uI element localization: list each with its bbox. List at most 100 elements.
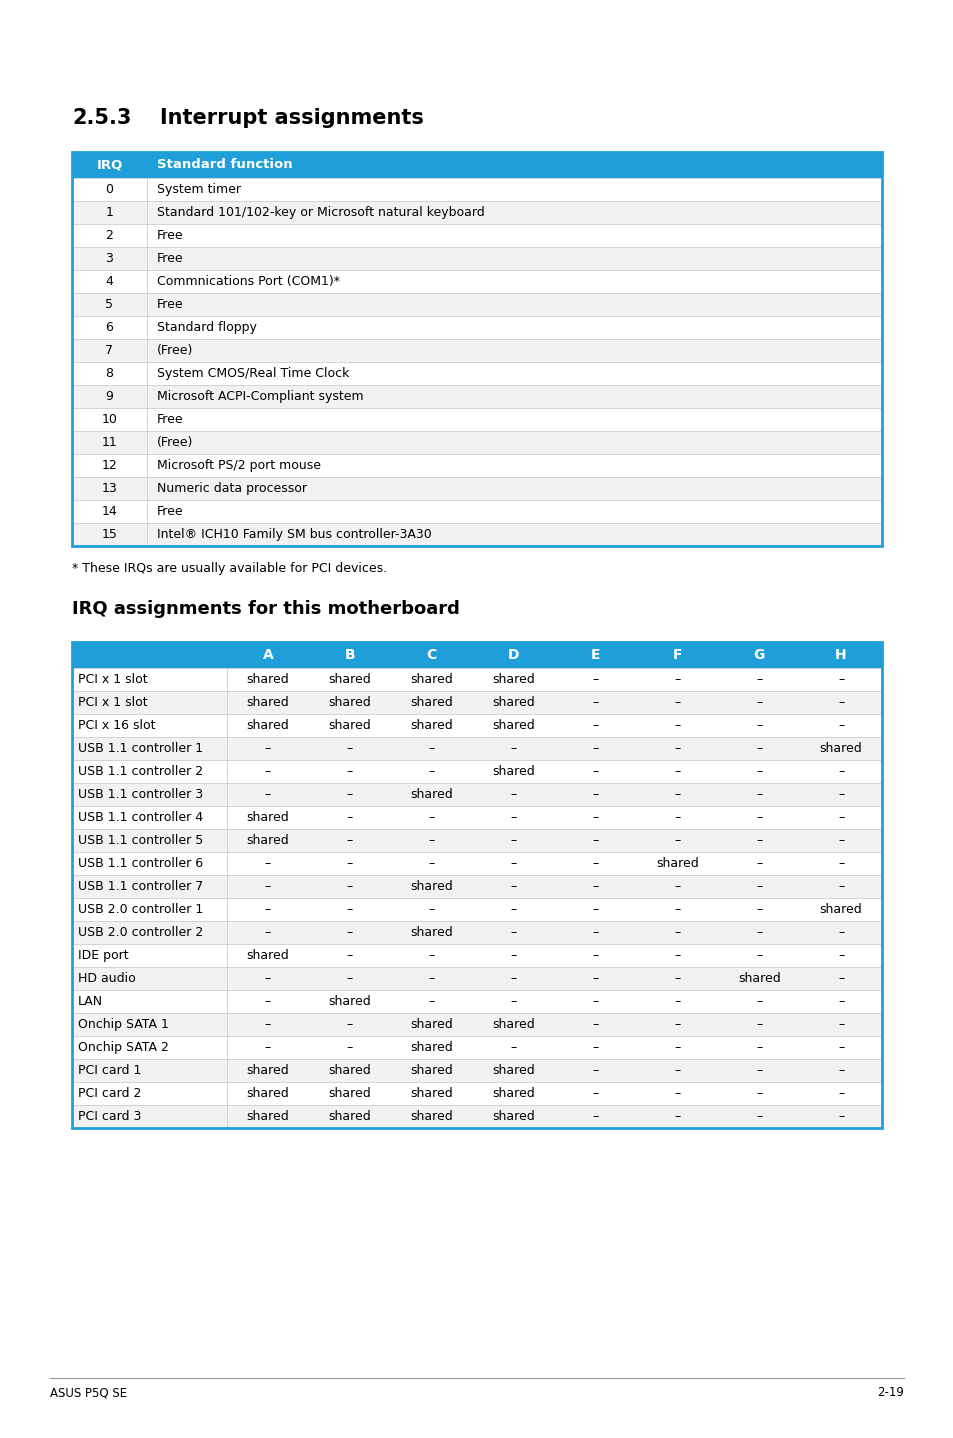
Text: H: H <box>835 649 846 661</box>
Text: shared: shared <box>328 696 371 709</box>
Text: –: – <box>756 1041 761 1054</box>
Text: 11: 11 <box>102 436 117 449</box>
Text: –: – <box>346 1018 353 1031</box>
Text: 15: 15 <box>101 528 117 541</box>
Text: –: – <box>592 972 598 985</box>
Text: shared: shared <box>492 1018 535 1031</box>
Text: –: – <box>592 673 598 686</box>
Text: –: – <box>674 1041 679 1054</box>
Bar <box>71 1012 882 1035</box>
Text: –: – <box>674 742 679 755</box>
Text: * These IRQs are usually available for PCI devices.: * These IRQs are usually available for P… <box>71 562 387 575</box>
Text: –: – <box>674 719 679 732</box>
Text: –: – <box>592 696 598 709</box>
Bar <box>71 669 882 692</box>
Text: –: – <box>346 834 353 847</box>
Text: –: – <box>592 995 598 1008</box>
Text: (Free): (Free) <box>157 344 193 357</box>
Text: –: – <box>265 1041 271 1054</box>
Text: –: – <box>837 857 843 870</box>
Text: –: – <box>346 949 353 962</box>
Text: USB 1.1 controller 1: USB 1.1 controller 1 <box>78 742 203 755</box>
Text: –: – <box>592 719 598 732</box>
Text: –: – <box>592 1041 598 1054</box>
Text: 9: 9 <box>106 390 113 403</box>
Text: A: A <box>262 649 273 661</box>
Text: Numeric data processor: Numeric data processor <box>157 482 307 495</box>
Bar <box>71 316 882 339</box>
Text: –: – <box>674 834 679 847</box>
Text: Free: Free <box>157 413 183 426</box>
Text: 14: 14 <box>102 505 117 518</box>
Text: shared: shared <box>246 949 289 962</box>
Text: Free: Free <box>157 298 183 311</box>
Text: –: – <box>837 696 843 709</box>
Text: –: – <box>265 972 271 985</box>
Bar <box>71 692 882 715</box>
Text: USB 1.1 controller 4: USB 1.1 controller 4 <box>78 811 203 824</box>
Text: System timer: System timer <box>157 183 241 196</box>
Bar <box>71 1104 882 1127</box>
Bar <box>71 641 882 669</box>
Text: –: – <box>837 949 843 962</box>
Text: B: B <box>344 649 355 661</box>
Bar <box>71 851 882 874</box>
Text: –: – <box>510 1041 517 1054</box>
Text: –: – <box>510 834 517 847</box>
Text: –: – <box>346 972 353 985</box>
Text: 7: 7 <box>106 344 113 357</box>
Bar <box>71 1081 882 1104</box>
Bar <box>71 784 882 807</box>
Text: –: – <box>592 949 598 962</box>
Text: –: – <box>674 880 679 893</box>
Text: –: – <box>674 788 679 801</box>
Text: shared: shared <box>492 1087 535 1100</box>
Bar <box>71 293 882 316</box>
Text: –: – <box>674 995 679 1008</box>
Bar <box>71 738 882 761</box>
Text: F: F <box>672 649 681 661</box>
Text: –: – <box>837 880 843 893</box>
Text: –: – <box>346 857 353 870</box>
Text: –: – <box>265 742 271 755</box>
Text: –: – <box>510 995 517 1008</box>
Bar <box>71 454 882 477</box>
Text: –: – <box>510 811 517 824</box>
Text: E: E <box>590 649 599 661</box>
Text: –: – <box>592 834 598 847</box>
Text: D: D <box>507 649 518 661</box>
Bar <box>71 761 882 784</box>
Text: Standard function: Standard function <box>157 158 293 171</box>
Text: –: – <box>756 742 761 755</box>
Bar <box>71 715 882 738</box>
Text: shared: shared <box>492 1110 535 1123</box>
Text: shared: shared <box>328 1087 371 1100</box>
Text: –: – <box>265 995 271 1008</box>
Text: Onchip SATA 1: Onchip SATA 1 <box>78 1018 169 1031</box>
Text: USB 2.0 controller 1: USB 2.0 controller 1 <box>78 903 203 916</box>
Text: shared: shared <box>737 972 780 985</box>
Text: USB 1.1 controller 6: USB 1.1 controller 6 <box>78 857 203 870</box>
Text: –: – <box>510 788 517 801</box>
Text: 2.5.3: 2.5.3 <box>71 108 132 128</box>
Text: USB 2.0 controller 2: USB 2.0 controller 2 <box>78 926 203 939</box>
Text: IRQ: IRQ <box>96 158 123 171</box>
Text: –: – <box>756 673 761 686</box>
Text: –: – <box>756 903 761 916</box>
Text: –: – <box>756 788 761 801</box>
Bar <box>71 477 882 500</box>
Bar <box>71 362 882 385</box>
Bar <box>71 385 882 408</box>
Bar <box>71 1035 882 1058</box>
Text: –: – <box>756 1087 761 1100</box>
Text: –: – <box>837 1041 843 1054</box>
Text: PCI card 1: PCI card 1 <box>78 1064 141 1077</box>
Text: –: – <box>265 788 271 801</box>
Text: Free: Free <box>157 252 183 265</box>
Bar <box>71 152 882 546</box>
Text: shared: shared <box>410 1041 453 1054</box>
Text: Interrupt assignments: Interrupt assignments <box>160 108 423 128</box>
Text: HD audio: HD audio <box>78 972 135 985</box>
Text: –: – <box>837 1018 843 1031</box>
Text: shared: shared <box>410 719 453 732</box>
